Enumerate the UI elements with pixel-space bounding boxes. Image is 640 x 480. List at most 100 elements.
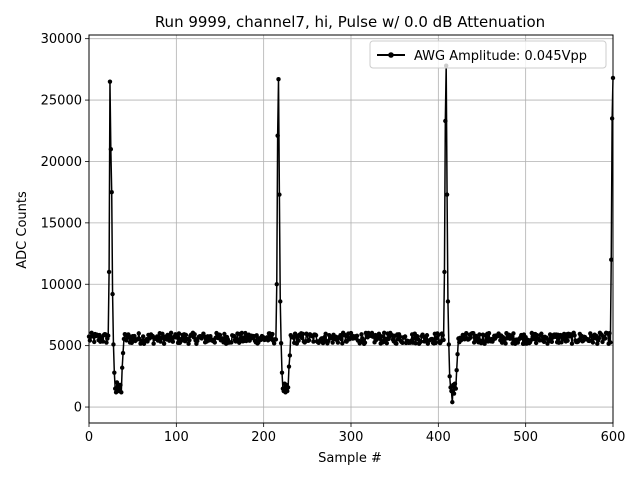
x-tick-label: 500 — [513, 430, 538, 445]
data-point — [541, 339, 547, 344]
x-tick-label: 200 — [251, 430, 276, 445]
data-point — [446, 342, 452, 347]
data-point — [109, 189, 114, 195]
data-point — [595, 341, 600, 346]
data-point — [110, 291, 115, 297]
data-point — [453, 386, 458, 391]
x-tick-label: 600 — [601, 430, 626, 445]
data-point — [609, 257, 614, 262]
data-point — [607, 331, 612, 336]
data-point — [187, 338, 192, 343]
data-point — [471, 330, 476, 336]
data-point — [92, 339, 97, 345]
data-point — [100, 339, 106, 344]
legend-box — [369, 40, 607, 69]
data-point — [212, 340, 217, 345]
data-point — [151, 341, 156, 346]
data-point — [270, 331, 275, 337]
data-point — [397, 334, 403, 339]
data-point — [359, 332, 364, 337]
data-point — [600, 339, 605, 345]
data-point — [119, 365, 125, 370]
data-point — [273, 337, 279, 342]
y-ticks: 0 5000 10000 15000 20000 25000 30000 — [41, 32, 89, 416]
data-point — [170, 339, 176, 344]
data-point — [278, 299, 283, 304]
data-point — [239, 330, 245, 336]
data-point — [565, 338, 570, 343]
data-point — [443, 118, 448, 124]
legend-marker-sample — [388, 52, 394, 58]
data-point — [609, 116, 615, 121]
data-point — [354, 333, 360, 339]
data-point — [132, 333, 137, 339]
data-point — [549, 339, 555, 344]
data-point — [254, 333, 259, 338]
x-axis-label: Sample # — [318, 451, 382, 466]
data-point — [464, 330, 469, 336]
data-point — [111, 342, 116, 347]
data-point — [384, 341, 390, 346]
data-point — [394, 341, 399, 346]
data-point — [539, 331, 544, 336]
data-point — [208, 334, 213, 339]
data-point — [286, 364, 292, 369]
data-point — [118, 382, 123, 388]
data-point — [534, 332, 540, 338]
data-point — [285, 385, 291, 390]
data-point — [306, 338, 312, 343]
data-point — [277, 192, 282, 197]
data-point — [340, 341, 345, 346]
data-point — [104, 340, 109, 345]
data-point — [379, 334, 384, 339]
x-ticks: 0 100 200 300 400 500 600 — [85, 423, 626, 445]
data-point — [430, 336, 435, 342]
data-point — [339, 336, 344, 342]
data-point — [413, 341, 418, 346]
data-point — [451, 391, 457, 396]
data-point — [222, 331, 227, 337]
data-point — [445, 299, 451, 304]
y-tick-label: 20000 — [41, 155, 82, 170]
data-point — [590, 340, 596, 345]
data-point — [482, 341, 487, 346]
data-point — [547, 332, 553, 337]
data-point — [477, 332, 482, 337]
data-point — [313, 333, 319, 338]
chart-title: Run 9999, channel7, hi, Pulse w/ 0.0 dB … — [155, 13, 545, 31]
data-point — [433, 340, 438, 346]
data-point — [265, 338, 271, 343]
data-point — [452, 381, 458, 386]
data-point — [161, 341, 167, 346]
data-point — [299, 335, 305, 341]
data-point — [436, 332, 441, 338]
data-point — [112, 370, 117, 375]
data-point — [186, 341, 191, 346]
data-point — [192, 332, 197, 337]
series-layer — [86, 63, 616, 405]
data-point — [89, 330, 94, 335]
data-point — [274, 282, 279, 287]
data-point — [402, 334, 408, 339]
data-point — [106, 333, 111, 338]
x-tick-label: 300 — [339, 430, 364, 445]
y-tick-label: 5000 — [49, 339, 82, 354]
data-point — [119, 390, 124, 395]
data-point — [455, 352, 460, 357]
data-point — [120, 350, 126, 356]
data-point — [362, 340, 368, 345]
data-point — [440, 332, 445, 338]
y-tick-label: 25000 — [41, 94, 82, 109]
data-point — [442, 269, 447, 275]
data-point — [441, 337, 446, 343]
data-point — [608, 340, 613, 345]
data-point — [217, 332, 223, 338]
data-point — [129, 340, 134, 345]
legend-entry-label: AWG Amplitude: 0.045Vpp — [414, 49, 587, 64]
data-point — [400, 340, 405, 346]
data-point — [108, 146, 114, 152]
x-tick-label: 0 — [85, 430, 93, 445]
data-point — [136, 331, 141, 336]
